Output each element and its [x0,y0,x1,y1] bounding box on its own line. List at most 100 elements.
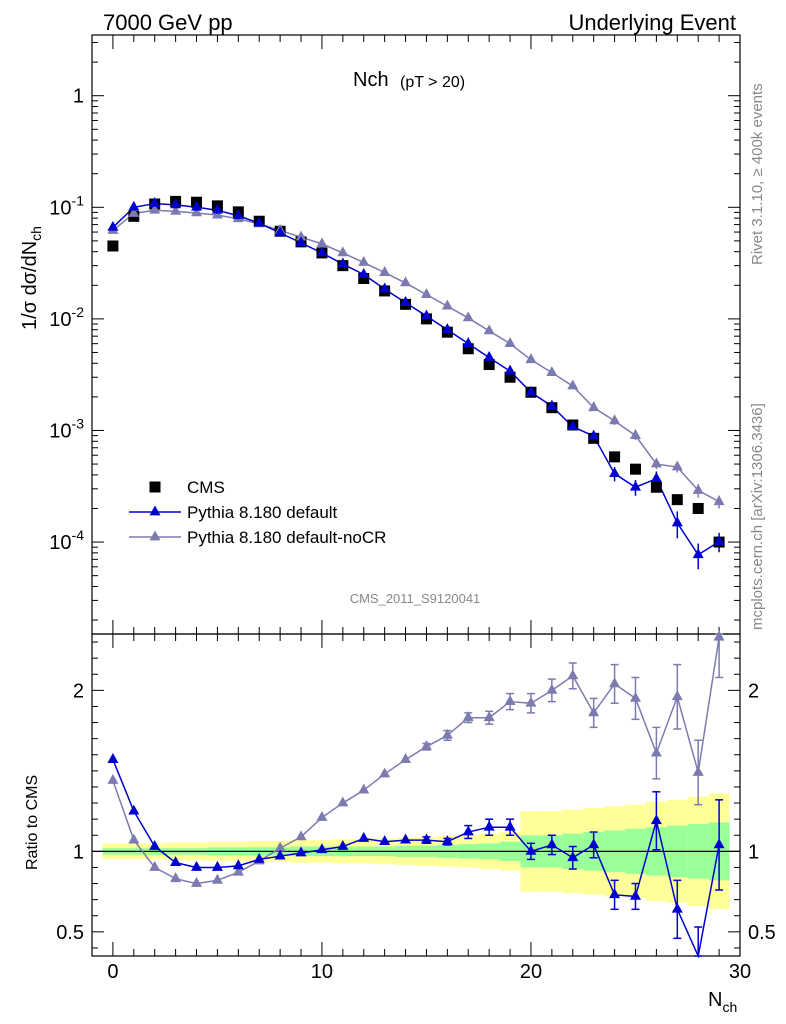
point-pythia-8-180-default-nocr [692,483,704,494]
ratio-point-pythia-8-180-default [441,835,453,846]
legend-label-pythia-8-180-default: Pythia 8.180 default [187,503,338,522]
ratio-ylabel: Ratio to CMS [24,775,41,870]
point-pythia-8-180-default [629,480,641,491]
point-pythia-8-180-default [400,296,412,306]
point-pythia-8-180-default-nocr [588,401,600,412]
ratio-point-pythia-8-180-default-nocr [609,677,621,688]
ratio-point-pythia-8-180-default [567,851,579,862]
point-pythia-8-180-default [546,399,558,410]
point-pythia-8-180-default-nocr [295,230,307,241]
ratio-point-pythia-8-180-default [379,835,391,846]
point-pythia-8-180-default [211,203,223,214]
legend-marker-pythia-8-180-default [149,505,161,516]
ratio-point-pythia-8-180-default-nocr [170,872,182,883]
point-pythia-8-180-default [609,467,621,478]
legend-marker-cms [149,481,161,493]
legend: CMS Pythia 8.180 default Pythia 8.180 defa… [129,478,386,547]
point-pythia-8-180-default [295,236,307,247]
x-axis-label-sub: ch [722,999,737,1015]
ratio-point-pythia-8-180-default-nocr [274,841,286,852]
main-ytick-label: 10-4 [49,527,84,554]
mcplots-label: mcplots.cern.ch [arXiv:1306.3436] [749,403,766,630]
point-pythia-8-180-default [232,209,244,220]
ratio-point-pythia-8-180-default-nocr [191,877,203,887]
x-tick-label: 30 [729,961,751,983]
point-pythia-8-180-default-nocr [650,457,662,468]
main-title-sub: (pT > 20) [400,74,465,91]
ratio-point-pythia-8-180-default [588,838,600,849]
ratio-point-pythia-8-180-default-nocr [441,728,453,739]
point-pythia-8-180-default [588,429,600,440]
x-axis-label-main: N [708,989,722,1011]
point-cms [650,481,662,493]
point-cms [107,240,119,252]
ratio-point-pythia-8-180-default-nocr [337,796,349,807]
ratio-point-pythia-8-180-default-nocr [692,765,704,776]
point-pythia-8-180-default [128,200,140,211]
point-pythia-8-180-default [358,267,370,278]
point-pythia-8-180-default [337,257,349,268]
ratio-point-pythia-8-180-default-nocr [588,706,600,717]
main-ytick-label: 10-3 [49,415,84,442]
ratio-point-pythia-8-180-default-nocr [671,690,683,701]
ratio-point-pythia-8-180-default-nocr [525,696,537,707]
point-pythia-8-180-default-nocr [629,429,641,439]
main-title: Nch [353,69,389,91]
ratio-ytick-label: 2 [73,680,84,702]
point-pythia-8-180-default-nocr [170,204,182,215]
point-pythia-8-180-default [149,197,161,207]
point-pythia-8-180-default [274,226,286,237]
point-pythia-8-180-default-nocr [525,353,537,364]
ratio-ytick-label-right: 2 [748,680,759,702]
point-pythia-8-180-default [379,282,391,293]
point-cms [358,273,370,285]
ratio-point-pythia-8-180-default [609,888,621,899]
point-pythia-8-180-default [316,246,328,257]
point-pythia-8-180-default [441,323,453,334]
ratio-point-pythia-8-180-default-nocr [358,783,370,794]
point-pythia-8-180-default-nocr [191,206,203,217]
ratio-point-pythia-8-180-default-nocr [483,711,495,722]
ratio-ytick-label-right: 0.5 [748,922,776,944]
ratio-point-pythia-8-180-default [107,753,119,763]
main-ylabel-sub: ch [28,226,44,241]
x-axis-label: Nch [708,989,737,1015]
ratio-point-pythia-8-180-default [713,838,725,849]
x-tick-label: 0 [107,961,118,983]
point-pythia-8-180-default-nocr [462,311,474,322]
ratio-point-pythia-8-180-default [316,843,328,854]
ratio-point-pythia-8-180-default-nocr [295,830,307,841]
ratio-point-pythia-8-180-default-nocr [128,833,140,844]
point-pythia-8-180-default [650,472,662,483]
point-pythia-8-180-default [170,198,182,209]
legend-marker-pythia-8-180-default-nocr [149,530,161,541]
point-pythia-8-180-default-nocr [316,237,328,248]
ratio-point-pythia-8-180-default [671,902,683,913]
ratio-ytick-label: 1 [73,841,84,863]
point-pythia-8-180-default-nocr [504,337,516,348]
ratio-point-pythia-8-180-default-nocr [316,811,328,821]
point-pythia-8-180-default [671,516,683,527]
ratio-point-pythia-8-180-default-nocr [232,865,244,876]
ratio-point-pythia-8-180-default-nocr [629,691,641,702]
ratio-point-pythia-8-180-default [274,849,286,860]
legend-label-pythia-8-180-default-nocr: Pythia 8.180 default-noCR [187,528,386,547]
ratio-point-pythia-8-180-default [525,844,537,855]
ratio-point-pythia-8-180-default-nocr [567,669,579,680]
main-ylabel: 1/σ dσ/dNch [19,226,44,330]
ratio-point-pythia-8-180-default-nocr [546,683,558,694]
ratio-point-pythia-8-180-default [358,831,370,842]
point-pythia-8-180-default [462,337,474,348]
ratio-frame [91,633,741,957]
point-pythia-8-180-default-nocr [358,255,370,266]
point-pythia-8-180-default [713,535,725,545]
ratio-point-pythia-8-180-default [128,804,140,815]
main-ytick-label: 1 [73,86,84,108]
ratio-point-pythia-8-180-default [232,859,244,870]
point-pythia-8-180-default [420,309,432,320]
ratio-ytick-label-right: 1 [748,841,759,863]
point-cms [462,343,474,355]
ratio-point-pythia-8-180-default-nocr [713,630,725,641]
point-cms [692,502,704,514]
